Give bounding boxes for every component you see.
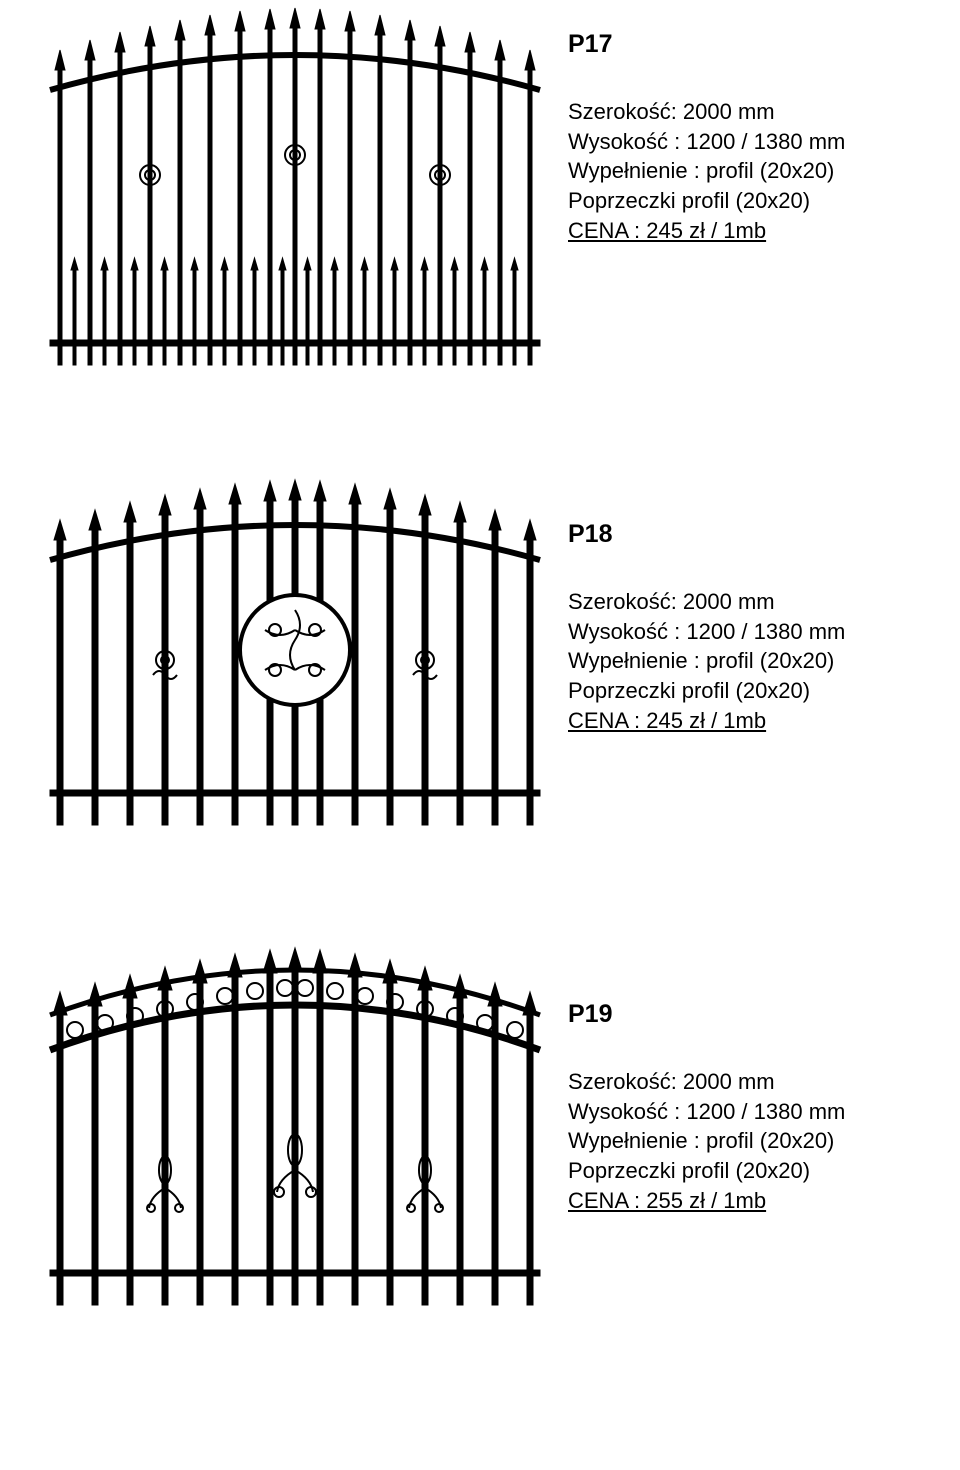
spec-height: Wysokość : 1200 / 1380 mm xyxy=(568,1097,845,1127)
spec-rails: Poprzeczki profil (20x20) xyxy=(568,676,845,706)
spec-width: Szerokość: 2000 mm xyxy=(568,97,845,127)
spec-fill: Wypełnienie : profil (20x20) xyxy=(568,646,845,676)
spec-price: CENA : 245 zł / 1mb xyxy=(568,706,845,736)
spec-width: Szerokość: 2000 mm xyxy=(568,1067,845,1097)
spec-fill: Wypełnienie : profil (20x20) xyxy=(568,1126,845,1156)
product-code: P19 xyxy=(568,1000,845,1029)
product-code: P18 xyxy=(568,520,845,549)
fence-illustration-p19 xyxy=(40,920,550,1310)
fence-illustration-p18 xyxy=(40,460,550,830)
product-row-p18: P18 Szerokość: 2000 mm Wysokość : 1200 /… xyxy=(0,460,960,830)
spec-rails: Poprzeczki profil (20x20) xyxy=(568,186,845,216)
product-row-p19: P19 Szerokość: 2000 mm Wysokość : 1200 /… xyxy=(0,920,960,1310)
spec-height: Wysokość : 1200 / 1380 mm xyxy=(568,617,845,647)
fence-illustration-p17 xyxy=(40,0,550,370)
product-info-p19: P19 Szerokość: 2000 mm Wysokość : 1200 /… xyxy=(550,920,845,1215)
spec-rails: Poprzeczki profil (20x20) xyxy=(568,1156,845,1186)
product-code: P17 xyxy=(568,30,845,59)
spec-fill: Wypełnienie : profil (20x20) xyxy=(568,156,845,186)
product-info-p18: P18 Szerokość: 2000 mm Wysokość : 1200 /… xyxy=(550,460,845,735)
product-info-p17: P17 Szerokość: 2000 mm Wysokość : 1200 /… xyxy=(550,0,845,245)
spec-height: Wysokość : 1200 / 1380 mm xyxy=(568,127,845,157)
spec-width: Szerokość: 2000 mm xyxy=(568,587,845,617)
spec-price: CENA : 245 zł / 1mb xyxy=(568,216,845,246)
spec-price: CENA : 255 zł / 1mb xyxy=(568,1186,845,1216)
product-row-p17: P17 Szerokość: 2000 mm Wysokość : 1200 /… xyxy=(0,0,960,370)
